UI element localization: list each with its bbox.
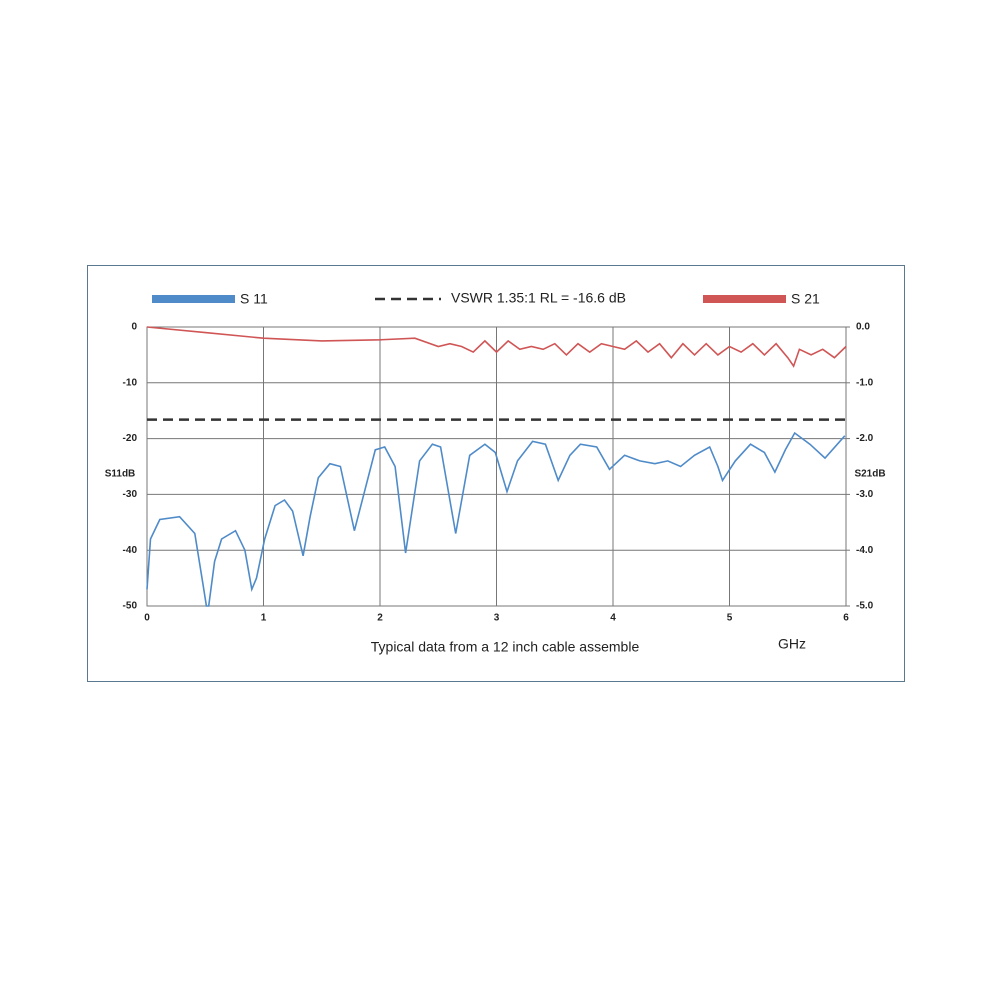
y-tick-label: 0: [131, 322, 137, 333]
y-tick-label: -50: [123, 601, 138, 612]
caption: Typical data from a 12 inch cable assemb…: [371, 639, 640, 655]
frame: [87, 265, 905, 682]
x-tick-label: 3: [494, 613, 500, 624]
y2-tick-label: 0.0: [856, 322, 870, 333]
y2-axis-label: S21dB: [854, 469, 885, 480]
y-tick-label: -30: [123, 489, 138, 500]
y2-tick-label: -5.0: [856, 601, 874, 612]
x-axis-label: GHz: [778, 636, 806, 652]
legend-label: S 21: [791, 291, 820, 307]
x-tick-label: 5: [727, 613, 733, 624]
y2-tick-label: -3.0: [856, 489, 874, 500]
legend-label: VSWR 1.35:1 RL = -16.6 dB: [451, 290, 626, 306]
x-tick-label: 0: [144, 613, 150, 624]
x-tick-label: 4: [610, 613, 616, 624]
y-tick-label: -10: [123, 377, 138, 388]
x-tick-label: 6: [843, 613, 849, 624]
y-tick-label: -20: [123, 433, 138, 444]
legend-label: S 11: [240, 291, 268, 307]
y2-tick-label: -4.0: [856, 545, 874, 556]
legend-swatch: [152, 295, 235, 303]
series-line: [146, 326, 847, 368]
x-tick-label: 1: [261, 613, 267, 624]
y2-tick-label: -2.0: [856, 433, 874, 444]
y-axis-label: S11dB: [105, 469, 136, 480]
legend-swatch: [703, 295, 786, 303]
x-tick-label: 2: [377, 613, 383, 624]
y-tick-label: -40: [123, 545, 138, 556]
y2-tick-label: -1.0: [856, 377, 874, 388]
series-line: [146, 431, 846, 607]
